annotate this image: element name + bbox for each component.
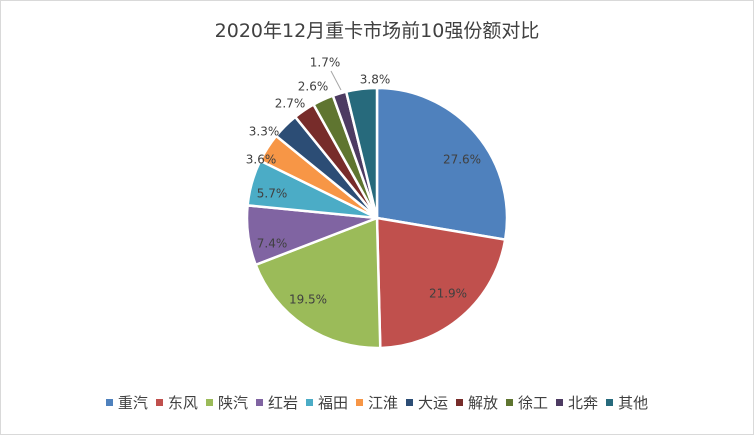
legend-item-1: 重汽 — [105, 392, 148, 413]
legend-label: 徐工 — [518, 394, 549, 412]
legend-swatch — [155, 399, 163, 406]
leader-line — [330, 70, 342, 91]
legend-item-2: 东风 — [155, 392, 198, 413]
legend-label: 江淮 — [367, 394, 398, 412]
pie-slice-3 — [254, 216, 382, 350]
data-label-8: 2.7% — [275, 97, 306, 111]
data-label-4: 7.4% — [257, 237, 288, 251]
legend-label: 红岩 — [267, 394, 298, 412]
legend-swatch — [406, 399, 413, 406]
legend-label: 北奔 — [568, 394, 599, 412]
data-label-1: 27.6% — [443, 153, 481, 167]
data-label-11: 3.8% — [360, 73, 391, 87]
legend-label: 大运 — [418, 394, 449, 412]
legend-swatch — [105, 399, 113, 406]
data-label-9: 2.6% — [298, 80, 329, 94]
legend-swatch — [506, 399, 514, 406]
data-label-7: 3.3% — [249, 125, 280, 139]
legend-swatch — [305, 399, 313, 406]
data-label-6: 3.6% — [246, 153, 277, 167]
data-label-5: 5.7% — [257, 187, 288, 201]
legend-swatch — [355, 399, 363, 406]
legend-item-11: 其他 — [606, 392, 648, 413]
pie-slice-11 — [344, 86, 379, 219]
legend-item-5: 福田 — [305, 392, 348, 413]
legend-swatch — [556, 399, 564, 406]
legend-item-10: 北奔 — [556, 392, 598, 413]
data-label-3: 19.5% — [289, 293, 327, 307]
data-label-2: 21.9% — [429, 287, 467, 301]
legend-label: 重汽 — [117, 394, 148, 412]
legend-swatch — [606, 399, 614, 406]
pie-slice-2 — [375, 216, 507, 350]
legend-label: 福田 — [317, 394, 348, 412]
legend-item-8: 解放 — [456, 392, 498, 413]
legend-swatch — [456, 399, 464, 406]
data-label-10: 1.7% — [310, 56, 341, 70]
legend-label: 陕汽 — [217, 394, 248, 412]
chart-legend: 重汽 东风 陕汽 红岩 福田 江淮 大运 解放 徐工 北奔 其他 — [0, 392, 754, 413]
legend-item-4: 红岩 — [255, 392, 298, 413]
chart-title: 2020年12月重卡市场前10强份额对比 — [214, 20, 540, 42]
pie-slice-1 — [375, 86, 509, 242]
legend-item-3: 陕汽 — [205, 392, 248, 413]
legend-item-7: 大运 — [406, 392, 448, 413]
legend-swatch — [205, 399, 213, 406]
legend-item-6: 江淮 — [355, 392, 398, 413]
legend-item-9: 徐工 — [506, 392, 548, 413]
legend-label: 东风 — [167, 394, 198, 412]
legend-swatch — [255, 399, 263, 406]
legend-label: 其他 — [618, 394, 649, 412]
legend-label: 解放 — [468, 394, 499, 412]
